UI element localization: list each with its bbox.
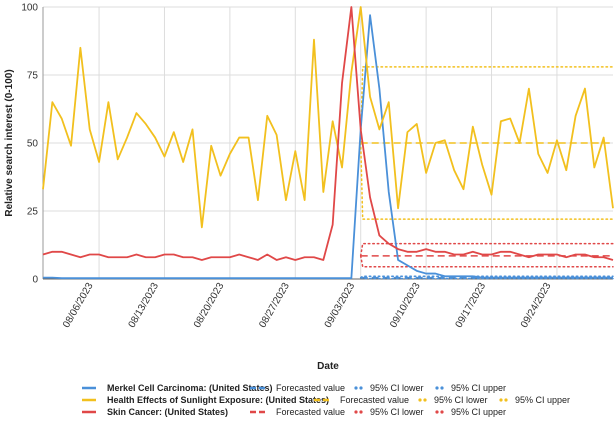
series-lines	[42, 6, 614, 280]
legend-ci-upper-swatch	[435, 410, 439, 414]
legend-ci-upper-label: 95% CI upper	[451, 383, 506, 393]
legend-series-label: Merkel Cell Carcinoma: (United States)	[107, 383, 273, 393]
legend-row: Merkel Cell Carcinoma: (United States) Fo…	[82, 383, 506, 393]
legend-ci-upper-label: 95% CI upper	[451, 407, 506, 417]
legend-series-label: Health Effects of Sunlight Exposure: (Un…	[107, 395, 329, 405]
series-line	[42, 6, 614, 229]
legend-ci-lower-label: 95% CI lower	[434, 395, 488, 405]
legend-ci-lower-swatch	[354, 410, 358, 414]
x-axis-title: Date	[317, 361, 339, 372]
legend-row: Health Effects of Sunlight Exposure: (Un…	[82, 395, 570, 405]
legend-row: Skin Cancer: (United States) Forecasted v…	[82, 407, 506, 417]
series-line	[42, 6, 614, 261]
legend-ci-lower-swatch	[359, 410, 363, 414]
y-axis-title: Relative search interest (0-100)	[4, 69, 15, 216]
y-tick-labels: 0 25 50 75 100	[21, 3, 38, 286]
legend-ci-upper-label: 95% CI upper	[515, 395, 570, 405]
x-tick-label: 09/24/2023	[519, 281, 554, 330]
y-tick-label: 100	[21, 3, 38, 14]
legend-forecast-label: Forecasted value	[276, 407, 345, 417]
legend-ci-upper-swatch	[499, 398, 503, 402]
ci-line	[359, 255, 614, 268]
legend-ci-upper-swatch	[440, 410, 444, 414]
x-tick-label: 09/10/2023	[388, 281, 423, 330]
series-line	[43, 14, 613, 280]
y-tick-label: 25	[27, 207, 39, 218]
y-tick-label: 50	[27, 139, 39, 150]
x-tick-label: 08/06/2023	[61, 281, 96, 330]
confidence-intervals	[359, 66, 614, 280]
x-tick-labels: 08/06/2023 08/13/2023 08/20/2023 08/27/2023…	[61, 281, 554, 330]
x-tick-label: 09/03/2023	[323, 281, 358, 330]
legend-ci-lower-swatch	[354, 386, 358, 390]
y-tick-label: 75	[27, 71, 39, 82]
ci-line	[359, 66, 614, 144]
x-tick-label: 08/27/2023	[257, 281, 292, 330]
legend-ci-lower-label: 95% CI lower	[370, 383, 424, 393]
y-tick-label: 0	[32, 275, 38, 286]
x-tick-label: 08/13/2023	[127, 281, 162, 330]
legend-ci-lower-label: 95% CI lower	[370, 407, 424, 417]
legend-ci-upper-swatch	[504, 398, 508, 402]
ci-line	[359, 142, 614, 220]
x-tick-label: 08/20/2023	[192, 281, 227, 330]
legend: Merkel Cell Carcinoma: (United States) Fo…	[82, 383, 570, 417]
legend-ci-lower-swatch	[423, 398, 427, 402]
legend-forecast-label: Forecasted value	[340, 395, 409, 405]
ci-line	[359, 242, 614, 257]
legend-ci-upper-swatch	[435, 386, 439, 390]
legend-ci-lower-swatch	[359, 386, 363, 390]
legend-ci-upper-swatch	[440, 386, 444, 390]
legend-ci-lower-swatch	[418, 398, 422, 402]
legend-forecast-label: Forecasted value	[276, 383, 345, 393]
x-tick-label: 09/17/2023	[454, 281, 489, 330]
legend-series-label: Skin Cancer: (United States)	[107, 407, 228, 417]
